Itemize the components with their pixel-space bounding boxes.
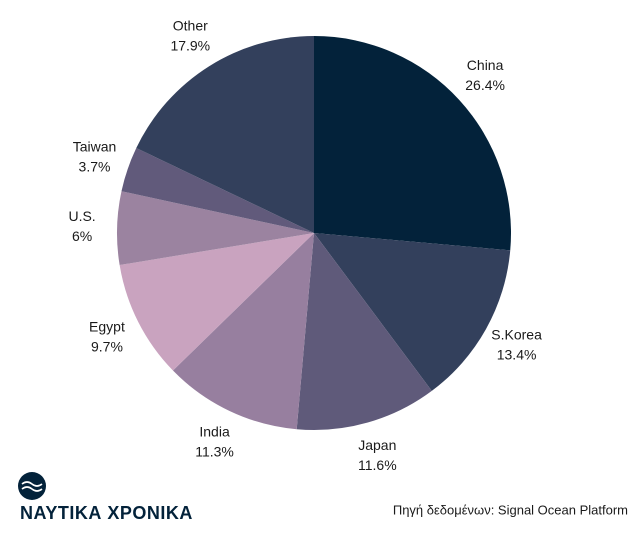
pie-slice — [121, 148, 314, 233]
slice-label: S.Korea — [491, 327, 542, 343]
pie-slice — [119, 233, 315, 371]
slice-value-label: 17.9% — [170, 37, 210, 53]
slice-value-label: 11.3% — [195, 443, 234, 459]
slice-value-label: 11.6% — [358, 457, 397, 473]
slice-label: Egypt — [89, 318, 125, 334]
source: Πηγή δεδομένων: Signal Ocean Platform — [393, 502, 628, 517]
slice-value-label: 13.4% — [497, 347, 537, 363]
slice-label: China — [467, 57, 504, 73]
slice-label: India — [199, 423, 230, 439]
pie-slice — [296, 233, 432, 430]
slice-label: Japan — [358, 437, 396, 453]
pie-slice — [314, 36, 511, 251]
pie-slice — [314, 233, 511, 391]
slice-value-label: 9.7% — [91, 338, 123, 354]
logo-icon — [18, 472, 46, 500]
slice-value-label: 3.7% — [79, 159, 111, 175]
slice-value-label: 26.4% — [465, 77, 505, 93]
pie-slice — [136, 36, 314, 233]
pie-slice — [172, 233, 314, 430]
slice-value-label: 6% — [72, 228, 92, 244]
slice-label: U.S. — [68, 208, 95, 224]
brand: ΝΑΥΤΙΚΑ ΧΡΟΝΙΚΑ — [20, 503, 193, 523]
pie-slice — [116, 191, 314, 266]
slice-label: Taiwan — [73, 139, 117, 155]
slice-label: Other — [173, 17, 208, 33]
